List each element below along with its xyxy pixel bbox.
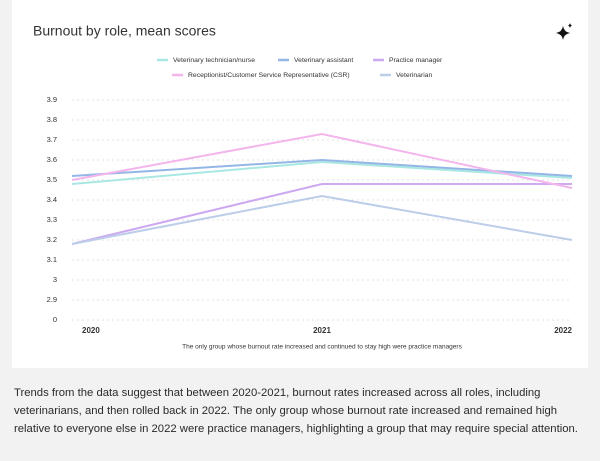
y-tick-label: 3.4 bbox=[47, 195, 57, 204]
legend-label: Veterinary technician/nurse bbox=[173, 57, 255, 64]
y-tick-label: 3.2 bbox=[47, 235, 57, 244]
legend-label: Practice manager bbox=[389, 57, 443, 64]
body-paragraph: Trends from the data suggest that betwee… bbox=[14, 387, 578, 435]
y-tick-label: 3.3 bbox=[47, 215, 57, 224]
x-tick-label: 2020 bbox=[82, 326, 100, 335]
y-tick-label: 3.6 bbox=[47, 155, 57, 164]
legend-label: Veterinary assistant bbox=[294, 57, 353, 64]
x-tick-label: 2021 bbox=[313, 326, 331, 335]
y-tick-label: 3.8 bbox=[47, 115, 57, 124]
chart: Burnout by role, mean scores The only gr… bbox=[33, 23, 573, 351]
y-tick-label: 3.9 bbox=[47, 95, 57, 104]
x-tick-label: 2022 bbox=[554, 326, 572, 335]
y-tick-label: 3.5 bbox=[47, 175, 57, 184]
legend-label: Receptionist/Customer Service Representa… bbox=[188, 72, 350, 79]
series-line bbox=[71, 160, 573, 185]
y-tick-label: 2.9 bbox=[47, 295, 57, 304]
chart-caption: The only group whose burnout rate increa… bbox=[182, 344, 462, 351]
y-tick-label: 0 bbox=[53, 315, 57, 324]
chart-title: Burnout by role, mean scores bbox=[33, 23, 216, 39]
y-tick-label: 3.7 bbox=[47, 135, 57, 144]
y-tick-label: 3 bbox=[53, 275, 57, 284]
y-tick-label: 3.1 bbox=[47, 255, 57, 264]
series-line bbox=[71, 132, 573, 189]
series-line bbox=[71, 194, 573, 245]
series-line bbox=[71, 183, 572, 245]
sparkle-icon bbox=[556, 23, 572, 40]
legend-label: Veterinarian bbox=[396, 72, 432, 79]
